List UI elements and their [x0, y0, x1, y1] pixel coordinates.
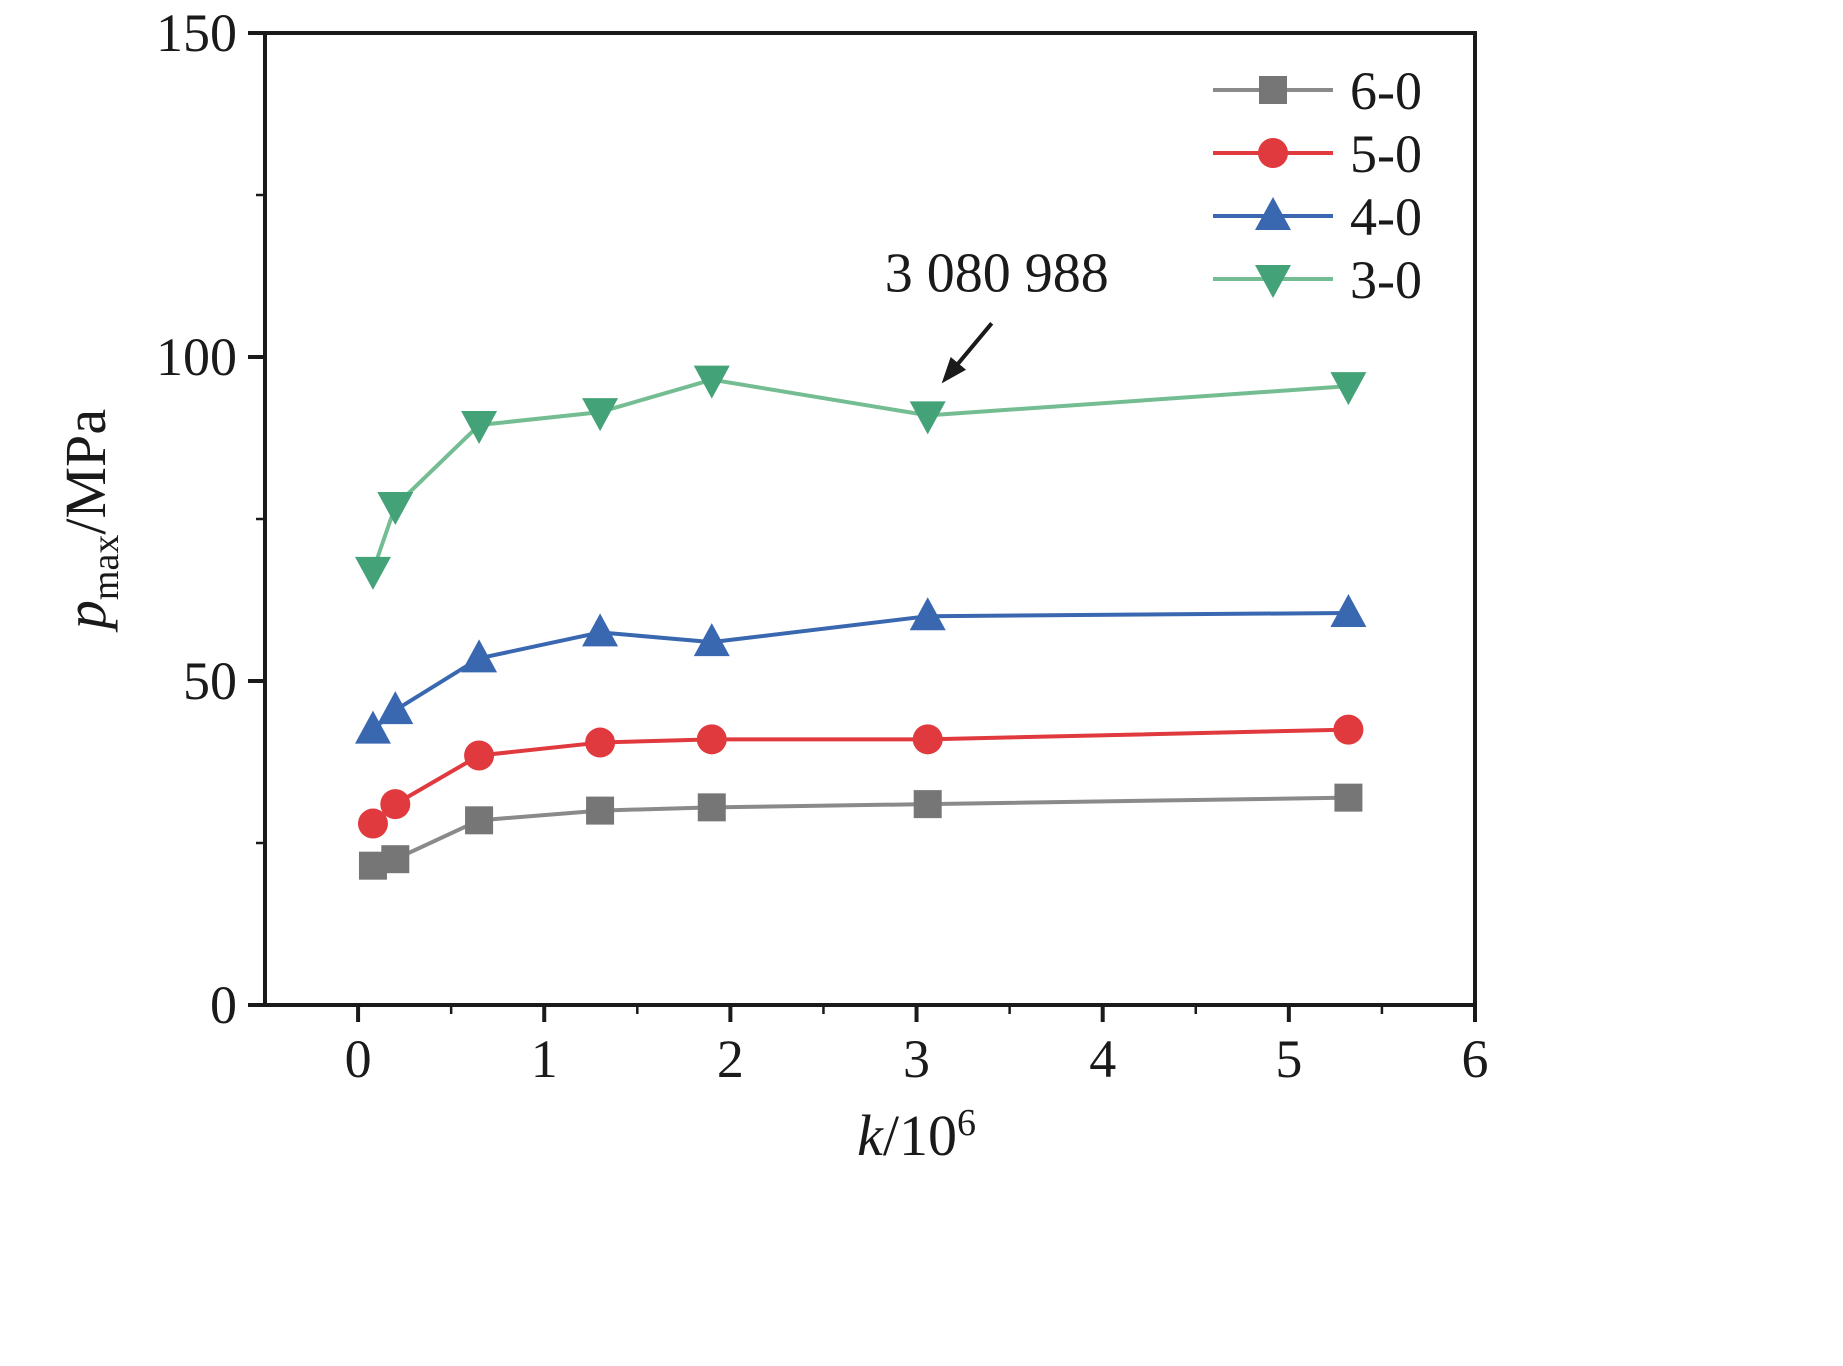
x-tick-label: 2: [717, 1029, 744, 1089]
legend-item-5-0: 5-0: [1213, 124, 1422, 184]
series-marker: [909, 401, 946, 435]
series-marker: [585, 727, 616, 758]
y-tick-label: 150: [156, 3, 237, 63]
series-marker: [380, 789, 411, 820]
x-axis-label: k/106: [857, 1102, 976, 1168]
series-3-0: [354, 365, 1367, 590]
series-marker: [693, 623, 730, 657]
series-marker: [461, 411, 498, 445]
series-marker: [357, 808, 388, 839]
legend-item-3-0: 3-0: [1213, 250, 1422, 310]
x-tick-label: 6: [1462, 1029, 1489, 1089]
series-marker: [1255, 197, 1291, 230]
series-marker: [912, 724, 943, 755]
annotation-arrowhead: [941, 356, 967, 384]
series-6-0: [358, 783, 1363, 880]
annotation-text: 3 080 988: [885, 242, 1109, 304]
x-tick-label: 0: [345, 1029, 372, 1089]
series-marker: [1258, 138, 1288, 168]
series-marker: [582, 613, 619, 647]
series-marker: [586, 796, 615, 825]
series-marker: [465, 806, 494, 835]
series-marker: [693, 365, 730, 399]
y-tick-label: 0: [210, 975, 237, 1035]
series-5-0: [357, 714, 1364, 839]
legend-item-4-0: 4-0: [1213, 187, 1422, 247]
x-tick-label: 5: [1275, 1029, 1302, 1089]
series-marker: [1330, 593, 1367, 627]
legend-label: 3-0: [1350, 250, 1422, 310]
x-tick-label: 1: [531, 1029, 558, 1089]
series-marker: [696, 724, 727, 755]
series-marker: [354, 710, 391, 744]
y-tick-label: 50: [183, 651, 237, 711]
legend-label: 5-0: [1350, 124, 1422, 184]
series-marker: [697, 793, 726, 822]
series-marker: [582, 398, 619, 432]
series-marker: [354, 556, 391, 590]
x-tick-label: 3: [903, 1029, 930, 1089]
series-marker: [461, 639, 498, 673]
series-marker: [1255, 265, 1291, 298]
annotation: 3 080 988: [885, 242, 1109, 384]
series-marker: [464, 740, 495, 771]
annotation-arrow: [952, 322, 994, 370]
legend-label: 4-0: [1350, 187, 1422, 247]
x-tick-label: 4: [1089, 1029, 1116, 1089]
series-marker: [377, 691, 414, 725]
legend-item-6-0: 6-0: [1213, 61, 1422, 121]
axis-ticks: 0 1 2 3 4 5 6 0 50 100 150: [156, 3, 1489, 1089]
series-marker: [1259, 76, 1287, 104]
y-axis-label: pmax/MPa: [53, 409, 127, 633]
legend-label: 6-0: [1350, 61, 1422, 121]
series-marker: [381, 845, 410, 874]
series-marker: [377, 492, 414, 526]
series-4-0: [354, 593, 1367, 744]
series-marker: [1330, 372, 1367, 406]
series-marker: [1334, 783, 1363, 812]
series-marker: [1333, 714, 1364, 745]
series-marker: [913, 790, 942, 819]
y-tick-label: 100: [156, 327, 237, 387]
legend: 6-05-04-03-0: [1213, 61, 1422, 310]
series-marker: [909, 597, 946, 631]
